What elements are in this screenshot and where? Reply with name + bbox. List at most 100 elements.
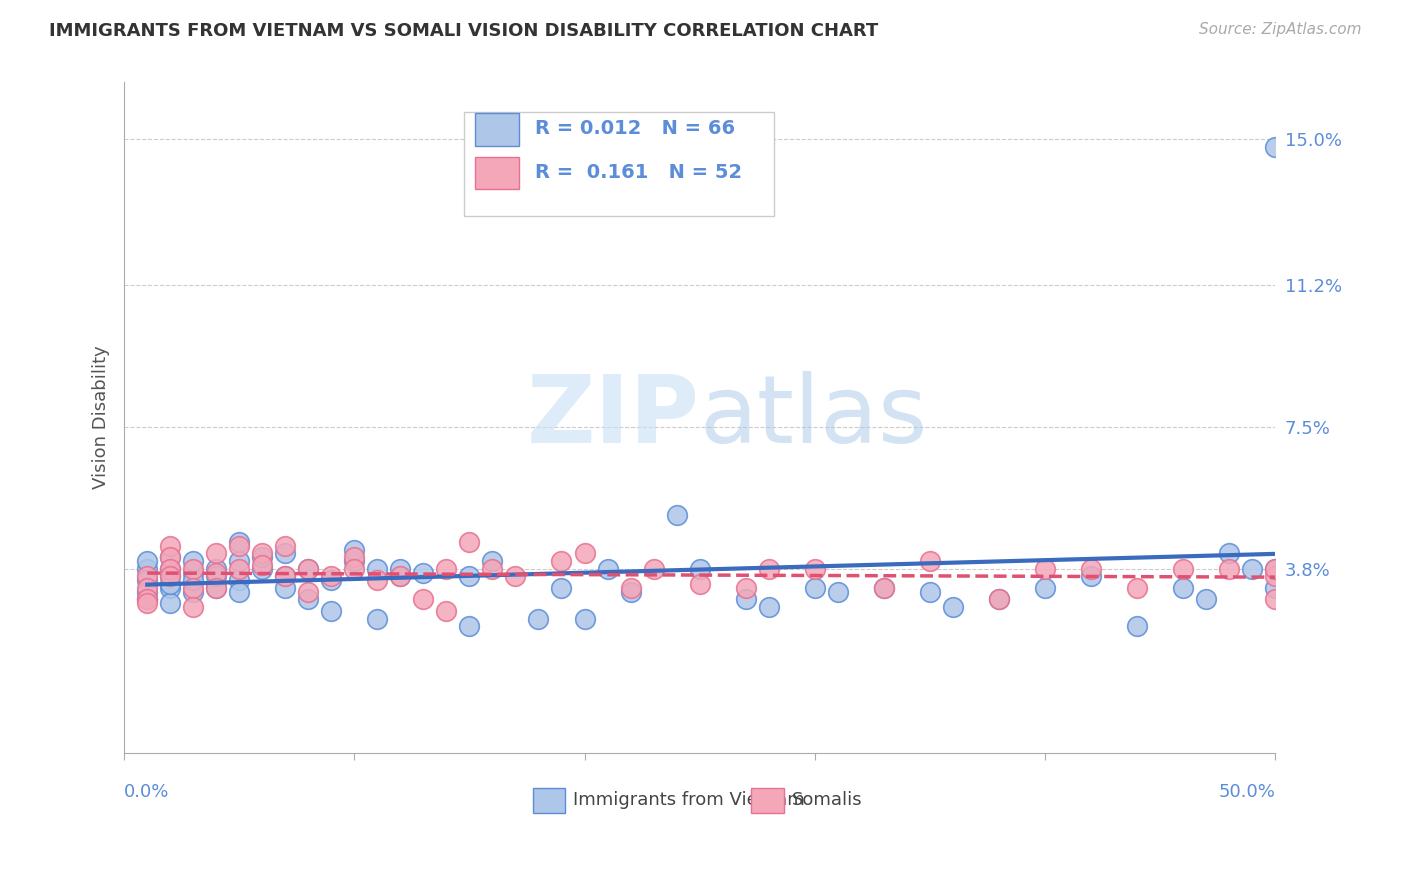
Point: [136, 596, 159, 610]
Point: [136, 554, 159, 568]
Point: [1264, 562, 1286, 576]
Point: [412, 566, 434, 580]
Point: [343, 562, 366, 576]
Point: [1171, 562, 1194, 576]
Point: [803, 581, 825, 595]
Point: [481, 562, 503, 576]
Point: [274, 569, 297, 583]
Point: [366, 562, 388, 576]
Point: [505, 569, 527, 583]
Point: [343, 542, 366, 557]
Point: [136, 592, 159, 607]
Point: [136, 562, 159, 576]
Point: [159, 539, 181, 553]
Point: [159, 562, 181, 576]
Point: [159, 550, 181, 565]
Point: [205, 566, 228, 580]
Point: [987, 592, 1010, 607]
Point: [550, 554, 572, 568]
Text: R =  0.161   N = 52: R = 0.161 N = 52: [536, 163, 742, 182]
Point: [228, 562, 250, 576]
Point: [436, 604, 458, 618]
Point: [366, 611, 388, 625]
Point: [252, 546, 274, 560]
Point: [574, 546, 596, 560]
Point: [619, 584, 641, 599]
Point: [918, 554, 941, 568]
Point: [1264, 140, 1286, 154]
Point: [228, 539, 250, 553]
Point: [205, 562, 228, 576]
Point: [458, 569, 481, 583]
Point: [527, 611, 550, 625]
Point: [436, 562, 458, 576]
Point: [643, 562, 665, 576]
Point: [1264, 592, 1286, 607]
Point: [228, 573, 250, 587]
Point: [274, 546, 297, 560]
Point: [321, 569, 343, 583]
Point: [619, 581, 641, 595]
Text: Source: ZipAtlas.com: Source: ZipAtlas.com: [1198, 22, 1361, 37]
Point: [228, 554, 250, 568]
Point: [1126, 581, 1149, 595]
FancyBboxPatch shape: [475, 113, 519, 145]
Point: [297, 562, 319, 576]
Point: [458, 619, 481, 633]
Point: [297, 592, 319, 607]
Point: [159, 577, 181, 591]
Point: [136, 573, 159, 587]
Point: [942, 600, 965, 615]
Point: [205, 546, 228, 560]
FancyBboxPatch shape: [533, 788, 565, 814]
Text: Immigrants from Vietnam: Immigrants from Vietnam: [574, 791, 804, 809]
Text: Somalis: Somalis: [792, 791, 862, 809]
Point: [1264, 562, 1286, 576]
Point: [665, 508, 688, 522]
Point: [136, 569, 159, 583]
Text: atlas: atlas: [700, 371, 928, 463]
Point: [550, 581, 572, 595]
Y-axis label: Vision Disability: Vision Disability: [93, 345, 110, 489]
Text: ZIP: ZIP: [527, 371, 700, 463]
Point: [389, 569, 412, 583]
Point: [873, 581, 896, 595]
Point: [574, 611, 596, 625]
Point: [1240, 562, 1263, 576]
Point: [918, 584, 941, 599]
Point: [827, 584, 849, 599]
Text: IMMIGRANTS FROM VIETNAM VS SOMALI VISION DISABILITY CORRELATION CHART: IMMIGRANTS FROM VIETNAM VS SOMALI VISION…: [49, 22, 879, 40]
Point: [481, 554, 503, 568]
Point: [1080, 569, 1102, 583]
Point: [159, 569, 181, 583]
Point: [366, 573, 388, 587]
Point: [689, 577, 711, 591]
Point: [1195, 592, 1218, 607]
Text: 0.0%: 0.0%: [124, 783, 170, 801]
Point: [734, 592, 756, 607]
Point: [252, 550, 274, 565]
Point: [252, 558, 274, 572]
Point: [596, 562, 619, 576]
Point: [274, 569, 297, 583]
Point: [228, 535, 250, 549]
Point: [181, 581, 204, 595]
Point: [758, 600, 780, 615]
Point: [1264, 581, 1286, 595]
Point: [689, 562, 711, 576]
Point: [181, 600, 204, 615]
Point: [1171, 581, 1194, 595]
Point: [159, 581, 181, 595]
Point: [803, 562, 825, 576]
Point: [734, 581, 756, 595]
FancyBboxPatch shape: [464, 112, 775, 216]
Point: [252, 562, 274, 576]
Point: [389, 569, 412, 583]
Point: [873, 581, 896, 595]
Point: [159, 550, 181, 565]
Point: [321, 604, 343, 618]
Point: [343, 550, 366, 565]
Point: [1033, 562, 1056, 576]
Point: [181, 566, 204, 580]
Point: [758, 562, 780, 576]
